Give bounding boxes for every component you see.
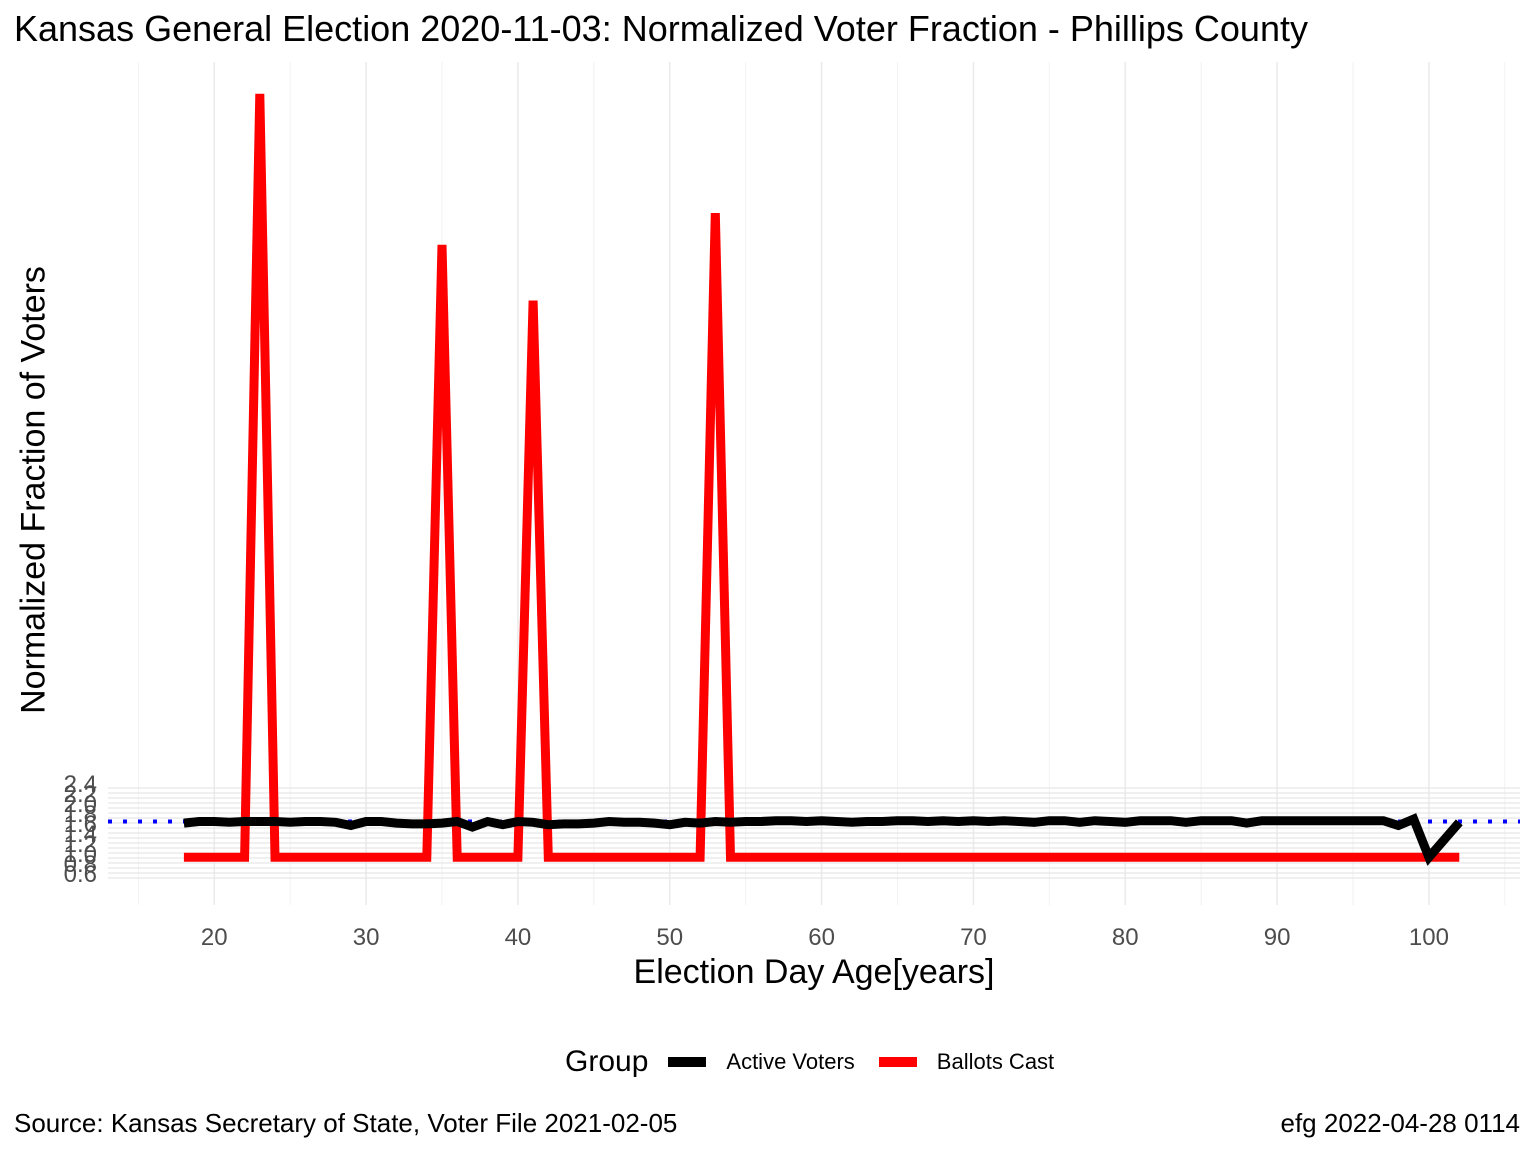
x-tick-label: 90 <box>1264 924 1291 951</box>
y-tick-label: 0.6 <box>64 861 97 888</box>
grid-lines <box>108 62 1520 905</box>
legend-label-ballots-cast: Ballots Cast <box>936 1049 1055 1074</box>
x-tick-label: 70 <box>960 924 987 951</box>
y-tick-label: 1.6 <box>64 811 97 838</box>
x-tick-label: 20 <box>201 924 228 951</box>
series-line-active-voters <box>183 813 1463 866</box>
y-tick-label: 2.4 <box>64 771 97 798</box>
y-tick-label: 1.2 <box>64 831 97 858</box>
x-axis-ticks: 20 30 40 50 60 70 80 90 100 <box>201 924 1449 951</box>
series-line-ballots-cast <box>183 93 1460 862</box>
legend-key-ballots-cast <box>878 1057 917 1067</box>
y-tick-label: 1.4 <box>64 821 97 848</box>
y-tick-label: 0.8 <box>64 851 97 878</box>
x-tick-label: 50 <box>656 924 683 951</box>
y-tick-label: 1.0 <box>64 841 97 868</box>
legend-label-active-voters: Active Voters <box>726 1049 855 1074</box>
source-caption: Source: Kansas Secretary of State, Voter… <box>14 1108 678 1138</box>
x-axis-label: Election Day Age[years] <box>633 953 995 991</box>
y-tick-label: 2.0 <box>64 791 97 818</box>
x-tick-label: 40 <box>505 924 532 951</box>
x-tick-label: 100 <box>1409 924 1449 951</box>
legend-title: Group <box>565 1045 649 1078</box>
chart-title: Kansas General Election 2020-11-03: Norm… <box>14 8 1308 49</box>
y-axis-ticks: 0.60.81.01.21.41.61.82.02.22.4 <box>64 771 97 888</box>
x-tick-label: 30 <box>353 924 380 951</box>
y-tick-label: 1.8 <box>64 801 97 828</box>
y-axis-label: Normalized Fraction of Voters <box>14 266 53 714</box>
x-tick-label: 60 <box>808 924 835 951</box>
series-lines <box>183 93 1463 866</box>
x-tick-label: 80 <box>1112 924 1139 951</box>
timestamp-caption: efg 2022-04-28 0114 <box>1280 1108 1521 1138</box>
legend: Group Active Voters Ballots Cast <box>565 1042 1078 1082</box>
legend-key-active-voters <box>668 1057 707 1067</box>
y-tick-label: 2.2 <box>64 781 97 808</box>
